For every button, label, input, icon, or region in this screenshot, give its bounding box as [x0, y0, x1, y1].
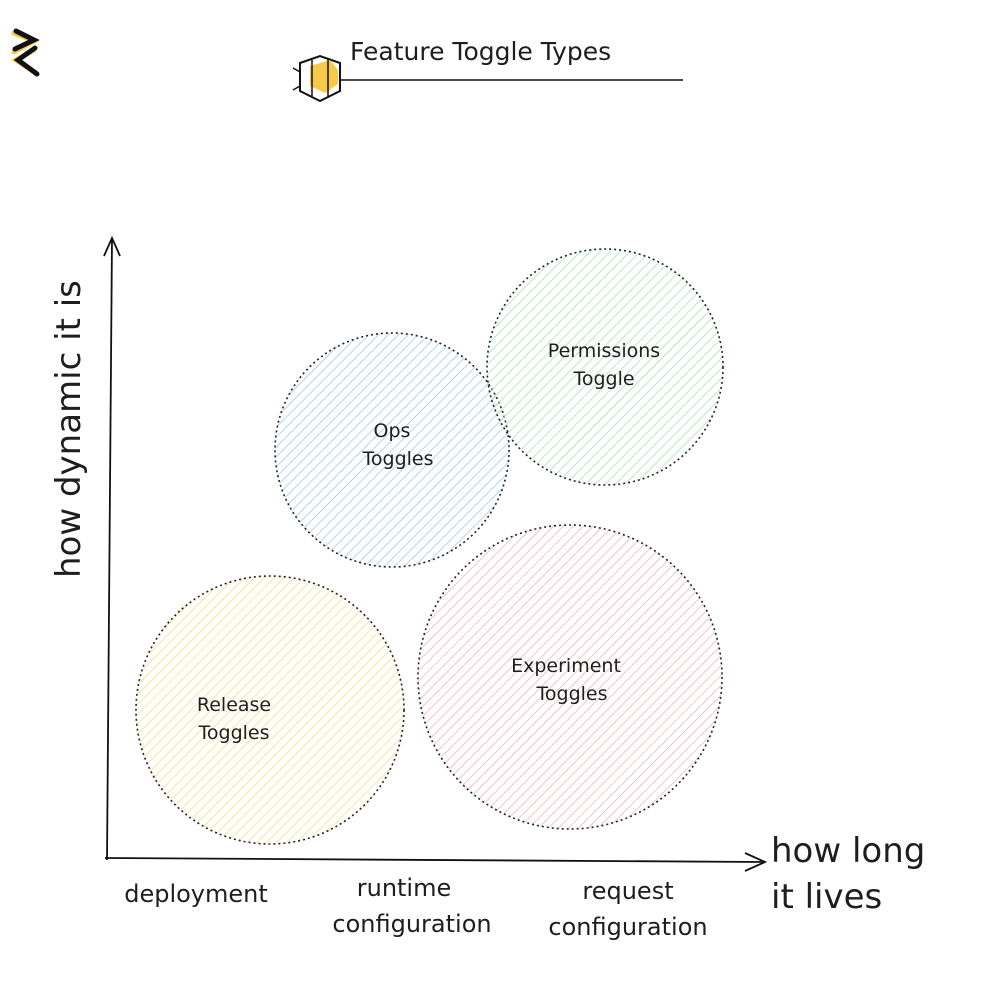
circle-label-line2: Toggles: [536, 683, 608, 705]
page-title: Feature Toggle Types: [350, 37, 611, 66]
hexagon-bee-icon: [292, 54, 341, 103]
x-axis-label-line1: how long: [771, 831, 925, 871]
x-tick-request-line2: configuration: [548, 913, 707, 941]
circle-experiment-toggles: Experiment Toggles: [417, 524, 723, 830]
circle-label-line2: Toggles: [198, 722, 270, 744]
x-axis: [104, 852, 768, 872]
zigzag-logo-icon: [11, 28, 40, 77]
circle-release-toggles: Release Toggles: [135, 575, 405, 845]
x-tick-runtime-line2: configuration: [332, 910, 491, 938]
x-tick-runtime-line1: runtime: [357, 874, 452, 902]
circle-label-line2: Toggle: [572, 368, 634, 390]
y-axis-label: how dynamic it is: [49, 280, 89, 578]
circle-ops-toggles: Ops Toggles: [274, 332, 510, 568]
circle-label-line2: Toggles: [362, 448, 434, 470]
circle-label-line1: Release: [197, 694, 271, 716]
circle-permissions-toggle: Permissions Toggle: [486, 248, 724, 486]
circle-label-line1: Ops: [374, 420, 411, 442]
circle-label-line1: Experiment: [511, 655, 621, 677]
x-tick-request-line1: request: [582, 877, 673, 905]
x-axis-label-line2: it lives: [771, 877, 882, 917]
x-tick-deployment: deployment: [124, 880, 268, 908]
y-axis: [103, 235, 121, 861]
circle-label-line1: Permissions: [548, 340, 660, 362]
